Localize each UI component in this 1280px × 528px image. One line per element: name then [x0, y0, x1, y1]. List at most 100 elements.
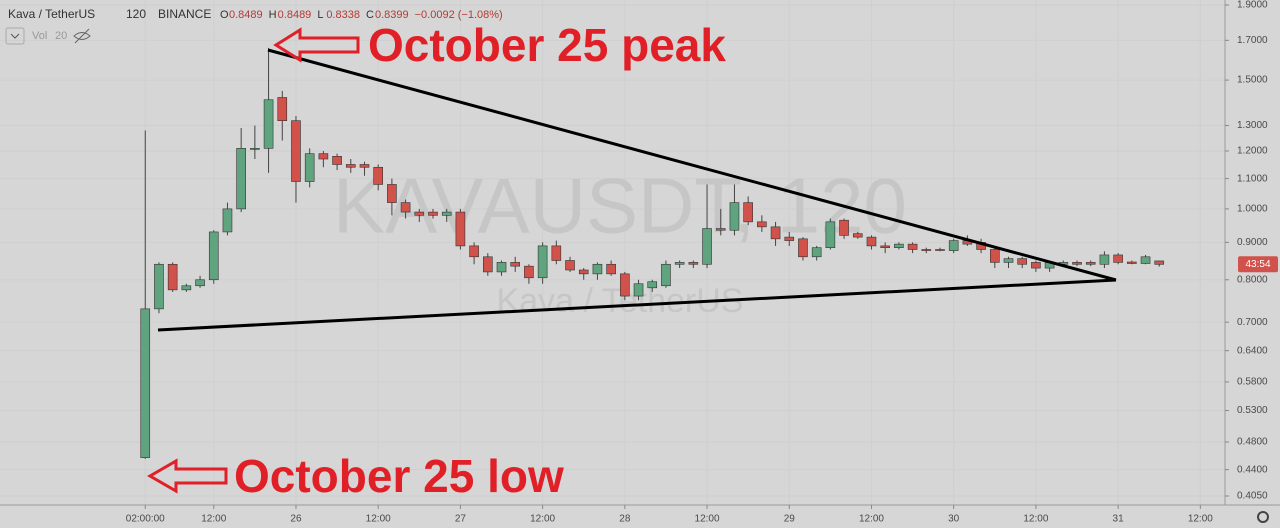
- candle-body: [496, 262, 507, 273]
- candle-body: [441, 211, 452, 216]
- x-tick-label: 12:00: [1188, 514, 1213, 525]
- candle-body: [291, 120, 301, 182]
- candle-body: [414, 211, 425, 216]
- ohlc-key: C: [366, 9, 374, 21]
- candle-body: [524, 265, 534, 279]
- y-tick-label: 1.3000: [1237, 120, 1268, 131]
- candle-body: [757, 221, 767, 228]
- candle-body: [661, 263, 671, 287]
- candle-body: [400, 202, 411, 213]
- x-tick-label: 28: [619, 514, 631, 525]
- y-tick-label: 0.5800: [1237, 377, 1268, 388]
- collapse-button[interactable]: [5, 27, 25, 45]
- candle-body: [208, 231, 219, 281]
- candle-body: [1113, 254, 1123, 263]
- candle-body: [250, 148, 260, 150]
- x-tick-label: 12:00: [201, 514, 226, 525]
- candle-body: [729, 202, 740, 231]
- volume-length: 20: [55, 30, 67, 42]
- volume-legend[interactable]: Vol 20: [5, 27, 91, 45]
- x-tick-label: 02:00:00: [126, 514, 165, 525]
- candle-body: [620, 273, 630, 297]
- candle-body: [647, 281, 658, 289]
- x-tick-label: 12:00: [366, 514, 391, 525]
- candles: [140, 47, 1165, 460]
- ohlc-key: L: [317, 9, 323, 21]
- candle-body: [1072, 262, 1082, 265]
- y-tick-label: 0.4050: [1237, 491, 1268, 502]
- candle-body: [304, 153, 315, 182]
- x-tick-label: 31: [1113, 514, 1125, 525]
- candle-body: [1017, 258, 1028, 265]
- x-tick-label: 12:00: [1023, 514, 1048, 525]
- volume-label: Vol: [32, 30, 47, 42]
- ohlc: O 0.8489 H 0.8489 L 0.8338 C 0.8399: [220, 9, 409, 21]
- candle-body: [1140, 256, 1151, 264]
- x-tick-label: 29: [784, 514, 796, 525]
- x-tick-label: 30: [948, 514, 960, 525]
- candle-body: [537, 245, 548, 279]
- candle-body: [551, 245, 562, 261]
- candle-body: [907, 243, 918, 250]
- candle-body: [455, 211, 466, 247]
- candle-body: [510, 262, 521, 267]
- x-tick-label: 12:00: [859, 514, 884, 525]
- y-tick-label: 1.2000: [1237, 146, 1268, 157]
- ohlc-value: 0.8338: [326, 9, 360, 21]
- candle-body: [784, 236, 795, 241]
- candle-body: [935, 249, 945, 251]
- price-tag: 43:54: [1238, 256, 1278, 273]
- candle-body: [770, 226, 781, 240]
- candle-body: [318, 153, 329, 160]
- y-tick-label: 0.4800: [1237, 437, 1268, 448]
- y-tick-label: 1.0000: [1237, 204, 1268, 215]
- candle-body: [428, 211, 438, 216]
- annotation: October 25 peak: [368, 19, 726, 71]
- y-tick-label: 1.7000: [1237, 35, 1268, 46]
- candle-body: [674, 262, 685, 265]
- candle-body: [702, 228, 712, 265]
- y-tick-label: 0.8000: [1237, 274, 1268, 285]
- header: Kava / TetherUS 120 BINANCE O 0.8489 H 0.84…: [8, 7, 503, 21]
- y-tick-label: 1.9000: [1237, 0, 1268, 11]
- y-tick-label: 0.7000: [1237, 317, 1268, 328]
- y-tick-label: 0.6400: [1237, 345, 1268, 356]
- candle-body: [167, 263, 178, 291]
- candle-body: [798, 238, 808, 258]
- candle-body: [578, 269, 589, 275]
- annotation: October 25 low: [234, 450, 564, 502]
- y-tick-label: 0.9000: [1237, 237, 1268, 248]
- symbol: Kava / TetherUS: [8, 7, 95, 21]
- exchange: BINANCE: [158, 7, 211, 21]
- candle-body: [154, 263, 164, 310]
- chevron: [10, 33, 20, 39]
- y-tick-label: 0.4400: [1237, 464, 1268, 475]
- candle-body: [811, 247, 822, 258]
- change: −0.0092 (−1.08%): [415, 9, 503, 21]
- axes: 0.4050 0.4400 0.4800 0.5300 0.5800 0.6400 0.70…: [126, 0, 1268, 525]
- candle-body: [1154, 260, 1165, 265]
- candle-body: [277, 97, 288, 121]
- x-tick-label: 12:00: [530, 514, 555, 525]
- upper-trendline: [267, 48, 1117, 282]
- candle-body: [688, 262, 699, 265]
- candle-body: [345, 164, 356, 168]
- candle-body: [592, 263, 603, 275]
- candle-body: [195, 279, 205, 287]
- hide-icon[interactable]: [73, 28, 91, 44]
- candle-body: [1003, 258, 1014, 263]
- candle-body: [633, 283, 644, 297]
- candle-body: [373, 166, 383, 185]
- candle-body: [140, 308, 151, 458]
- settings-icon[interactable]: [1257, 511, 1269, 523]
- candle-body: [743, 202, 753, 223]
- y-tick-label: 1.1000: [1237, 173, 1268, 184]
- candle-body: [181, 285, 192, 291]
- candle-body: [606, 263, 616, 275]
- candle-body: [359, 164, 370, 168]
- candle-body: [387, 184, 397, 203]
- candle-body: [1099, 254, 1110, 265]
- y-tick-label: 1.5000: [1237, 75, 1268, 86]
- candle-body: [332, 156, 342, 165]
